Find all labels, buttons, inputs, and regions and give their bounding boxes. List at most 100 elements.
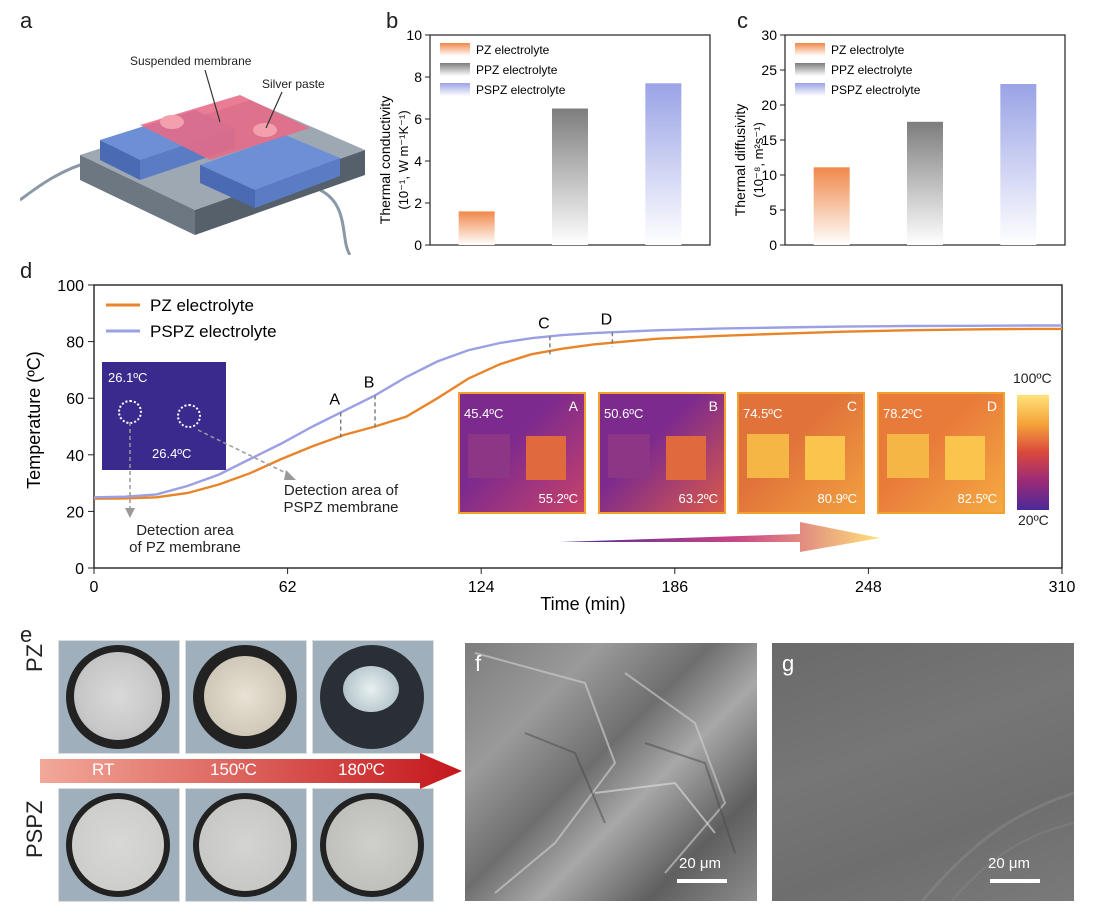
chart-c-legend-swatch-0	[795, 43, 825, 56]
right-wire	[319, 188, 352, 255]
chart-c-ytick-label: 0	[769, 237, 777, 253]
chart-d: Temperature (ºC) Time (min) 0 20 40 60 80 100…	[24, 278, 1076, 614]
chart-d-ytick-label: 100	[57, 278, 84, 295]
chart-b-ylabel: Thermal conductivity (10⁻¹, W m⁻¹K⁻¹)	[377, 96, 411, 224]
pz-detection-caption: Detection area of PZ membrane	[110, 522, 260, 556]
chart-c-ytick-label: 25	[761, 62, 777, 78]
thermal-right-sample	[945, 436, 985, 480]
sem-image-g: g 20 μm	[772, 643, 1074, 901]
chart-b-legend-label-1: PPZ electrolyte	[476, 63, 558, 77]
initial-thermal-inset: 26.1ºC 26.4ºC	[102, 362, 226, 470]
chart-d-ytick-label: 60	[66, 391, 84, 408]
chart-d-frame	[93, 284, 1063, 569]
temp-label-rt: RT	[92, 760, 115, 779]
thermal-left-temp: 78.2ºC	[883, 406, 923, 421]
temp-label-180: 180ºC	[338, 760, 385, 779]
chart-b-legend-swatch-2	[440, 83, 470, 96]
chart-b-ytick-label: 6	[414, 111, 422, 127]
thermal-label: D	[986, 398, 997, 414]
membrane-pointer	[204, 69, 221, 123]
chart-b: Thermal conductivity (10⁻¹, W m⁻¹K⁻¹) 0 2…	[377, 27, 711, 253]
pspz-detection-caption: Detection area of PSPZ membrane	[256, 482, 426, 516]
photo-pspz-rt	[58, 788, 180, 902]
row-label-pspz: PSPZ	[22, 800, 47, 858]
thermal-right-temp: 55.2ºC	[538, 491, 578, 506]
chart-b-legend-label-2: PSPZ electrolyte	[476, 83, 566, 97]
photo-pz-150	[185, 640, 307, 754]
thermal-label: C	[846, 398, 857, 414]
chart-d-ytick-label: 80	[66, 335, 84, 352]
chart-c-ytick-label: 10	[761, 167, 777, 183]
left-electrode-side	[100, 140, 140, 180]
chart-d-xtick-label: 0	[90, 579, 99, 596]
pspz-caption-line2: PSPZ membrane	[283, 499, 399, 516]
thermal-image-B: 50.6ºC B 63.2ºC	[598, 392, 726, 514]
chart-d-series-pspz	[93, 324, 1062, 499]
right-electrode-side	[200, 165, 255, 208]
chart-d-xlabel: Time (min)	[540, 594, 625, 614]
chart-d-xtick-label: 310	[1049, 579, 1076, 596]
chart-b-ytick-label: 8	[414, 69, 422, 85]
chart-b-ylabel-line2: (10⁻¹, W m⁻¹K⁻¹)	[396, 110, 411, 209]
paste-pointer	[265, 91, 283, 129]
membrane-label: Suspended membrane	[130, 54, 252, 68]
thermal-label: B	[708, 398, 718, 414]
suspended-membrane	[140, 95, 310, 160]
row-label-pz: PZ	[22, 643, 47, 672]
sem-f-texture	[474, 652, 736, 894]
sem-image-f: f 20 μm	[465, 643, 757, 901]
paste-label: Silver paste	[262, 77, 325, 91]
chart-d-ylabel: Temperature (ºC)	[24, 351, 44, 489]
inset-top-temp: 26.1ºC	[108, 370, 148, 385]
panel-label-e: e	[20, 622, 33, 647]
thermal-right-sample	[805, 436, 845, 480]
thermal-left-sample	[887, 434, 929, 478]
chart-d-ytick-label: 0	[75, 561, 84, 578]
colorbar	[1017, 395, 1049, 510]
chart-c-bar-0	[813, 167, 850, 245]
chart-d-series-pz	[93, 327, 1062, 500]
temp-label-150: 150ºC	[210, 760, 257, 779]
chart-d-marker-label-C: C	[538, 315, 550, 332]
chart-c-legend-label-0: PZ electrolyte	[831, 43, 905, 57]
chart-d-legend-label-0: PZ electrolyte	[150, 296, 254, 315]
chart-d-marker-label-B: B	[364, 374, 375, 391]
photo-pspz-180	[312, 788, 434, 902]
panel-label-c: c	[737, 8, 748, 33]
thermal-image-C: 74.5ºC C 80.9ºC	[737, 392, 865, 514]
thermal-image-D: 78.2ºC D 82.5ºC	[877, 392, 1005, 514]
pspz-detection-circle	[177, 404, 201, 428]
scale-text-g: 20 μm	[988, 855, 1030, 872]
pz-caption-line1: Detection area	[136, 522, 234, 539]
chart-c-ytick-label: 30	[761, 27, 777, 43]
chart-d-xtick-label: 248	[855, 579, 882, 596]
chart-b-bar-0	[458, 211, 495, 245]
panel-label-b: b	[386, 8, 399, 33]
chart-d-ytick-label: 40	[66, 448, 84, 465]
panel-label-f: f	[475, 651, 482, 676]
chart-c: Thermal diffusivity (10⁻⁸, m²s⁻¹) 0 5 10 15…	[732, 27, 1066, 253]
chart-c-ylabel-line1: Thermal diffusivity	[732, 104, 748, 217]
chart-d-legend-label-1: PSPZ electrolyte	[150, 322, 277, 341]
chart-c-bar-1	[907, 121, 943, 245]
chart-c-legend-label-1: PPZ electrolyte	[831, 63, 913, 77]
chart-c-ytick-label: 20	[761, 97, 777, 113]
chart-b-ytick-label: 4	[414, 153, 422, 169]
panel-label-g: g	[782, 651, 795, 676]
chart-b-legend-label-0: PZ electrolyte	[476, 43, 550, 57]
thermal-left-sample	[468, 434, 510, 478]
detection-arrows	[125, 422, 296, 518]
chart-b-bar-2	[645, 83, 682, 245]
right-electrode-front	[255, 158, 340, 208]
thermal-right-temp: 80.9ºC	[817, 491, 857, 506]
chart-c-bar-2	[1000, 84, 1037, 245]
thermal-right-sample	[666, 436, 706, 480]
colorbar-min: 20ºC	[1018, 512, 1049, 528]
silver-paste-right	[253, 123, 277, 137]
chart-d-xtick-label: 124	[468, 579, 495, 596]
colorbar-max: 100ºC	[1013, 370, 1052, 386]
chart-c-ytick-label: 15	[761, 132, 777, 148]
chart-d-xtick-label: 186	[661, 579, 688, 596]
chart-b-legend-swatch-1	[440, 63, 470, 76]
device-schematic: Suspended membrane Silver paste	[20, 54, 365, 255]
